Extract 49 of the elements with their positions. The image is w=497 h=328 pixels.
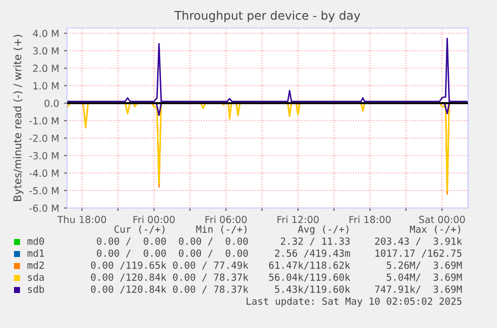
x-tick-label: Thu 18:00: [57, 216, 106, 224]
text: 0.00 / 77.49k: [173, 261, 248, 270]
x-tick-label: Sat 00:00: [419, 216, 465, 224]
y-tick-label: -5.0 M: [29, 187, 58, 194]
y-tick-label: -2.0 M: [29, 134, 58, 142]
y-tick-label: -6.0 M: [29, 204, 58, 212]
text: 0.00 / 0.00: [96, 237, 166, 246]
y-tick-label: -1.0 M: [29, 117, 58, 124]
x-tick-label: Fri 06:00: [206, 216, 247, 224]
text: 203.43 / 3.91k: [375, 237, 462, 246]
text: Avg (-/+): [298, 225, 348, 235]
text: 0.00 / 78.37k: [173, 273, 248, 282]
x-tick-label: Fri 18:00: [350, 216, 391, 224]
text: Last update: Sat May 10 02:05:02 2025: [246, 297, 462, 307]
text: 5.43k/119.60k: [274, 285, 350, 294]
y-tick-label: 2.0 M: [33, 64, 58, 72]
text: Min (-/+): [196, 225, 246, 234]
y-axis-title: Bytes/minute read (-) / write (+): [13, 34, 24, 201]
legend-label: md1: [28, 249, 44, 257]
legend-label: md0: [28, 237, 44, 245]
text: 0.00 /120.84k: [91, 285, 166, 294]
text: 0.00 / 0.00: [178, 249, 248, 258]
text: 0.00 / 78.37k: [173, 285, 248, 294]
y-tick-label: 4.0 M: [32, 30, 58, 38]
y-tick-label: 0.0: [44, 100, 59, 107]
text: 2.56 /419.43m: [275, 249, 350, 258]
legend-label: sdb: [28, 285, 44, 293]
text: Max (-/+): [410, 225, 460, 234]
legend-label: sda: [28, 273, 44, 281]
text: 61.47k/118.62k: [269, 261, 350, 270]
y-tick-label: -3.0 M: [29, 152, 58, 160]
x-tick-label: Fri 00:00: [134, 216, 175, 224]
y-tick-label: 1.0 M: [33, 82, 58, 90]
text: 56.04k/119.60k: [269, 273, 350, 282]
x-tick-label: Fri 12:00: [278, 216, 319, 224]
text: 0.00 /119.65k: [91, 261, 166, 270]
y-tick-label: 3.0 M: [33, 47, 58, 55]
text: 0.00 /120.84k: [91, 273, 166, 282]
text: 0.00 / 0.00: [178, 237, 248, 246]
text: 2.32 / 11.33: [280, 237, 350, 246]
text: 0.00 / 0.00: [96, 249, 166, 258]
text: 5.26M/ 3.69M: [386, 261, 462, 270]
legend-label: md2: [28, 261, 44, 269]
chart-title: Throughput per device - by day: [174, 10, 360, 22]
text: Cur (-/+): [114, 225, 164, 234]
text: 747.91k/ 3.69M: [375, 285, 462, 294]
y-tick-label: -4.0 M: [29, 170, 58, 177]
text: 1017.17 /162.75: [376, 249, 462, 258]
text: 5.04M/ 3.69M: [386, 273, 462, 282]
